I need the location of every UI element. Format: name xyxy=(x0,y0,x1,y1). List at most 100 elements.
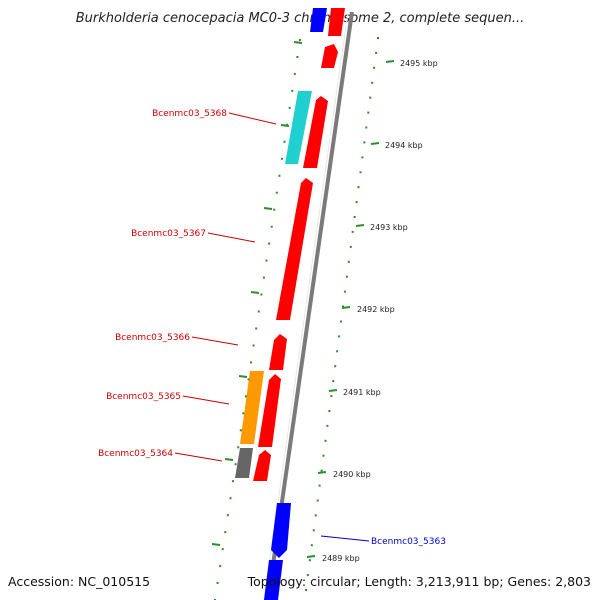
scale-tick-left-0 xyxy=(293,41,303,44)
guide-dot-right xyxy=(322,454,325,457)
gene-label-5368[interactable]: Bcenmc03_5368 xyxy=(152,109,227,119)
gene-label-5366[interactable]: Bcenmc03_5366 xyxy=(115,333,190,343)
tick-label-2489: 2489 kbp xyxy=(322,554,360,563)
guide-dot-left xyxy=(265,259,268,262)
scale-tick-left-4 xyxy=(238,375,248,378)
guide-dot-right xyxy=(318,484,321,487)
gene-red-5365[interactable] xyxy=(258,374,281,447)
backbone-line xyxy=(266,11,354,600)
gene-blue-bottom[interactable] xyxy=(264,560,283,600)
backbone-highlight xyxy=(263,11,349,600)
tick-label-2491: 2491 kbp xyxy=(343,388,381,397)
guide-dot-right xyxy=(349,245,352,248)
gene-blue-5363[interactable] xyxy=(271,503,291,558)
accession-text: Accession: NC_010515 xyxy=(8,574,150,589)
gene-red-5368[interactable] xyxy=(303,96,328,168)
guide-dot-right xyxy=(308,559,311,562)
gene-gray-5364[interactable] xyxy=(235,448,253,478)
guide-dot-right xyxy=(363,141,366,144)
guide-dot-right xyxy=(336,350,339,353)
tick-label-2493: 2493 kbp xyxy=(370,223,408,232)
guide-dot-left xyxy=(244,395,247,398)
guide-dot-right xyxy=(338,335,341,338)
guide-dot-right xyxy=(328,410,331,412)
guide-dot-right xyxy=(330,395,333,398)
guide-dot-right xyxy=(373,66,376,69)
guide-dot-right xyxy=(347,260,350,263)
gene-red-1[interactable] xyxy=(321,44,338,68)
tick-label-2492: 2492 kbp xyxy=(357,305,395,314)
guide-dot-right xyxy=(324,439,327,442)
scale-tick-right-0 xyxy=(385,60,395,63)
guide-dot-left xyxy=(291,89,294,92)
leader-5367 xyxy=(207,232,256,243)
guide-dot-right xyxy=(357,186,360,189)
scale-tick-left-5 xyxy=(224,458,234,461)
leader-5363 xyxy=(320,535,370,542)
leader-5368 xyxy=(228,112,277,125)
tick-label-2494: 2494 kbp xyxy=(385,141,423,150)
scale-tick-right-6 xyxy=(306,555,316,558)
guide-dot-left xyxy=(242,412,245,415)
guide-dot-left xyxy=(224,531,227,534)
guide-dot-left xyxy=(237,446,240,449)
scale-tick-left-6 xyxy=(211,543,221,546)
guide-dot-right xyxy=(342,305,344,308)
gene-label-5367[interactable]: Bcenmc03_5367 xyxy=(131,229,206,239)
guide-dot-right xyxy=(375,51,378,54)
guide-dot-right xyxy=(365,126,368,129)
guide-dot-right xyxy=(369,96,372,99)
gene-orange-5365[interactable] xyxy=(240,371,264,444)
gene-red-5364[interactable] xyxy=(253,450,271,481)
guide-dot-left xyxy=(281,157,283,160)
gene-red-5367[interactable] xyxy=(276,178,313,320)
summary-text: Topology: circular; Length: 3,213,911 bp… xyxy=(247,574,591,589)
guide-dot-left xyxy=(283,140,286,143)
guide-dot-left xyxy=(268,242,271,245)
gene-label-5363[interactable]: Bcenmc03_5363 xyxy=(371,537,446,547)
guide-dot-left xyxy=(216,582,219,584)
guide-dot-right xyxy=(312,529,315,532)
guide-dot-right xyxy=(340,320,342,323)
guide-dot-left xyxy=(234,463,237,466)
guide-dot-left xyxy=(262,276,265,279)
gene-label-5365[interactable]: Bcenmc03_5365 xyxy=(106,392,181,402)
guide-dot-left xyxy=(239,429,242,432)
guide-dot-left xyxy=(226,514,229,517)
scale-ticks xyxy=(211,41,395,558)
guide-dot-right xyxy=(359,171,362,174)
guide-dot-left xyxy=(296,56,299,58)
guide-dot-left xyxy=(229,497,232,500)
gene-label-5364[interactable]: Bcenmc03_5364 xyxy=(98,449,173,459)
map-title: Burkholderia cenocepacia MC0-3 chromosom… xyxy=(76,11,524,26)
guide-dot-right xyxy=(343,290,346,293)
gene-red-5366[interactable] xyxy=(269,334,287,370)
leader-5365 xyxy=(182,395,230,405)
scale-tick-right-2 xyxy=(355,224,365,227)
guide-dot-left xyxy=(232,480,234,483)
tick-label-2495: 2495 kbp xyxy=(400,59,438,68)
guide-dot-left xyxy=(260,293,263,296)
guide-dot-left xyxy=(275,191,278,194)
guide-dot-right xyxy=(351,230,354,233)
guide-dot-left xyxy=(270,225,273,228)
gene-cyan-5368[interactable] xyxy=(285,91,312,164)
scale-tick-right-1 xyxy=(370,142,380,145)
leader-5364 xyxy=(174,452,223,462)
guide-dot-left xyxy=(288,106,291,109)
guide-dot-right xyxy=(320,469,323,472)
guide-dot-right xyxy=(314,514,317,517)
guide-dot-left xyxy=(257,310,260,313)
guide-dots xyxy=(214,37,379,600)
guide-dot-right xyxy=(326,424,329,427)
gene-top-red[interactable] xyxy=(328,8,345,36)
guide-dot-right xyxy=(306,574,309,577)
scale-tick-right-4 xyxy=(328,389,338,392)
gene-top-blue[interactable] xyxy=(310,8,327,32)
guide-dot-right xyxy=(334,365,337,368)
guide-dot-right xyxy=(310,544,313,547)
scale-tick-left-3 xyxy=(250,291,260,294)
tick-label-2490: 2490 kbp xyxy=(333,470,371,479)
guide-dot-left xyxy=(278,174,281,177)
guide-dot-right xyxy=(332,380,335,383)
